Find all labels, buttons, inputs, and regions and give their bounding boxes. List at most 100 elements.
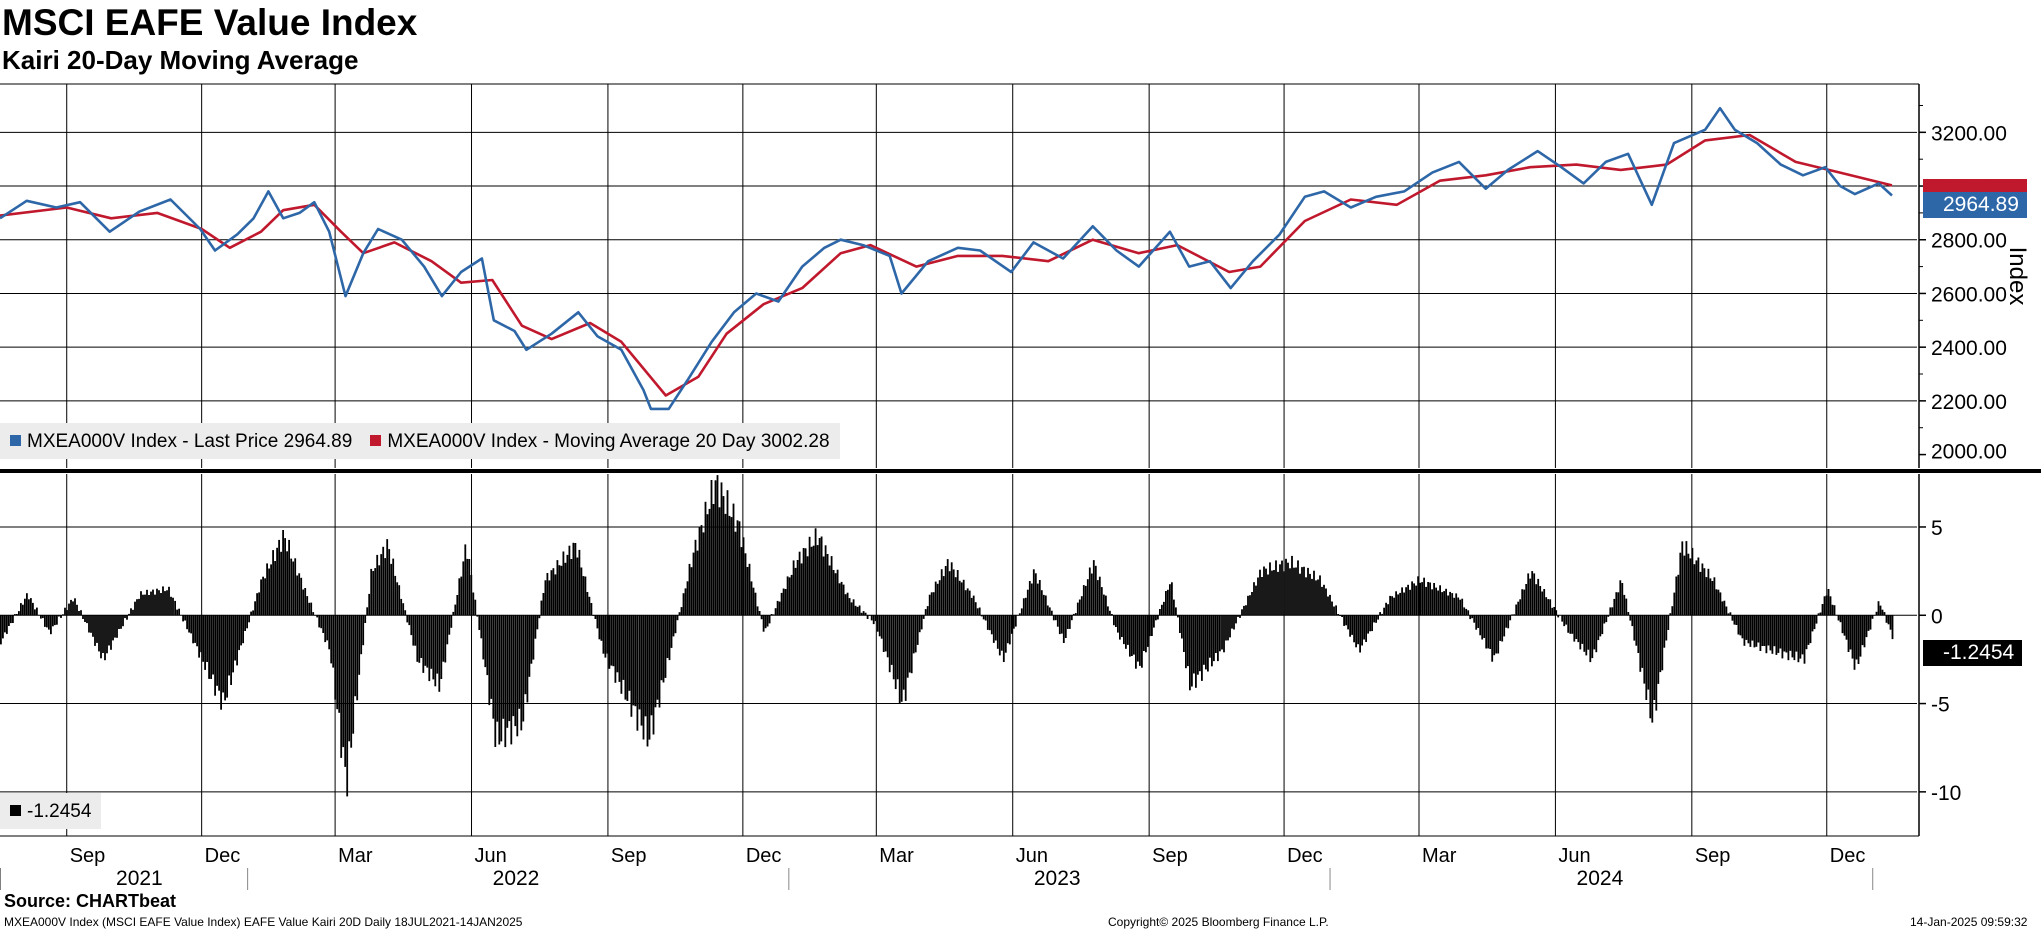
kairi-bar [1227, 615, 1229, 641]
kairi-bar [74, 598, 76, 616]
kairi-bar [70, 599, 72, 616]
kairi-bar [778, 601, 781, 616]
kairi-bar [292, 561, 295, 616]
kairi-bar [1617, 592, 1620, 616]
kairi-bar [566, 554, 569, 616]
kairi-bar [946, 559, 949, 616]
kairi-bar [222, 615, 224, 693]
kairi-bar [578, 549, 581, 616]
kairi-bar [900, 615, 903, 702]
kairi-bar [908, 615, 911, 673]
kairi-bar [1629, 615, 1632, 621]
kairi-bar [230, 615, 232, 685]
kairi-bar [876, 615, 879, 632]
kairi-bar [716, 475, 719, 616]
kairi-bar [1513, 614, 1516, 616]
kairi-bar [714, 480, 717, 616]
kairi-bar [1171, 582, 1173, 616]
kairi-bar [1553, 607, 1556, 616]
kairi-bar [602, 615, 605, 654]
kairi-bar [406, 615, 409, 623]
kairi-bar [1453, 597, 1456, 616]
kairi-bar [254, 601, 256, 616]
kairi-bar [1745, 615, 1748, 640]
kairi-bar [1811, 615, 1814, 632]
kairi-bar [1036, 583, 1039, 616]
kairi-bar [642, 615, 645, 740]
kairi-bar [1177, 615, 1179, 618]
kairi-bar [1503, 615, 1506, 637]
kairi-bar [834, 573, 837, 616]
kairi-bar [1125, 615, 1127, 649]
kairi-bar [510, 615, 513, 745]
kairi-bar [514, 615, 517, 727]
kairi-bar [10, 615, 12, 624]
kairi-bar [1791, 615, 1794, 658]
kairi-bar [1271, 570, 1273, 616]
kairi-bar [1299, 573, 1301, 616]
kairi-bar [1193, 615, 1195, 674]
y-tick-label-bottom: -5 [1931, 694, 1950, 717]
kairi-bar [1829, 596, 1832, 616]
kairi-bar [242, 615, 244, 644]
kairi-bar [730, 517, 733, 616]
kairi-bar [1643, 615, 1646, 684]
month-tick-label: Dec [205, 845, 241, 867]
kairi-bar [1405, 587, 1407, 616]
kairi-bar [914, 615, 917, 653]
kairi-bar [1155, 615, 1157, 621]
kairi-bar [516, 615, 519, 737]
kairi-bar [814, 528, 817, 616]
kairi-bar [1499, 615, 1502, 641]
kairi-bar [572, 542, 575, 616]
kairi-bar [666, 615, 669, 658]
kairi-bar [624, 615, 627, 700]
kairi-bar [1034, 573, 1037, 616]
kairi-bar [1475, 615, 1478, 630]
kairi-bar [1283, 571, 1285, 616]
kairi-bar [1141, 615, 1143, 668]
kairi-bar [1587, 615, 1590, 650]
kairi-bar [1819, 612, 1822, 616]
kairi-bar [392, 558, 395, 616]
kairi-bar [710, 480, 713, 616]
kairi-bar [548, 580, 551, 616]
last-price-line [0, 106, 1893, 411]
kairi-bar [194, 615, 196, 643]
kairi-bar [454, 604, 457, 616]
kairi-bar [1179, 615, 1181, 633]
kairi-bar [1377, 615, 1379, 620]
kairi-bar [80, 610, 82, 616]
kairi-bar [922, 615, 925, 619]
kairi-bar [1619, 580, 1622, 616]
kairi-bar [310, 602, 313, 616]
kairi-bar [674, 615, 677, 634]
kairi-bar [532, 615, 535, 660]
kairi-bar [1623, 594, 1626, 616]
kairi-bar [1551, 607, 1554, 616]
kairi-bar [772, 614, 775, 616]
kairi-bar [1341, 615, 1343, 617]
kairi-bar [1409, 589, 1411, 616]
kairi-bar [850, 602, 853, 616]
month-tick-label: Sep [1152, 845, 1188, 867]
kairi-bar [262, 576, 264, 616]
kairi-bar [1827, 589, 1830, 616]
kairi-bar [1429, 582, 1431, 616]
kairi-bar [246, 615, 248, 629]
kairi-bar [408, 615, 411, 626]
kairi-bar [430, 615, 433, 669]
kairi-bar [28, 599, 30, 616]
kairi-bar [1607, 615, 1610, 617]
kairi-bar [288, 539, 290, 616]
kairi-bar [1809, 615, 1812, 644]
kairi-bar [1773, 615, 1776, 647]
kairi-bar [1425, 586, 1427, 616]
kairi-bar [500, 615, 503, 742]
kairi-bar [264, 578, 266, 616]
kairi-bar [944, 566, 947, 616]
kairi-bar [1451, 593, 1454, 616]
kairi-bar [1857, 615, 1860, 664]
kairi-bar [836, 569, 839, 616]
kairi-bar [720, 482, 723, 616]
